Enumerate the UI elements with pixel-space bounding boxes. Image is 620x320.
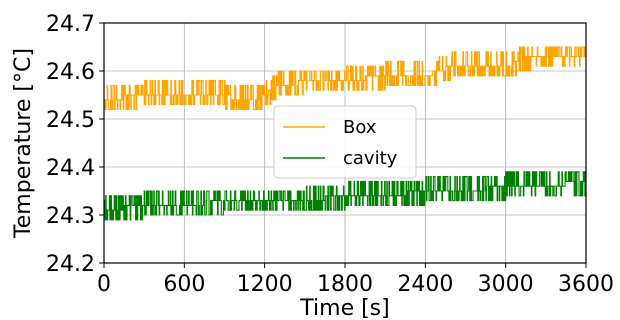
x-tick-label: 1200 [237, 272, 293, 297]
x-tick-label: 3600 [558, 272, 614, 297]
x-axis-title: Time [s] [299, 296, 389, 320]
y-tick-label: 24.7 [46, 12, 95, 37]
x-tick-label: 600 [163, 272, 205, 297]
tick-layer: 0 600 1200 1800 2400 3000 3600 24.2 24.3 24.4 24.5… [46, 12, 614, 297]
legend: Box cavity [273, 105, 417, 179]
y-tick-label: 24.6 [46, 60, 95, 85]
x-tick-label: 1800 [317, 272, 373, 297]
y-tick-label: 24.2 [46, 252, 95, 277]
legend-box [273, 105, 417, 179]
x-tick-label: 3000 [478, 272, 534, 297]
series-line-box [103, 46, 587, 110]
series-line-cavity [103, 167, 587, 221]
y-tick-label: 24.3 [46, 204, 95, 229]
legend-label-box: Box [343, 117, 377, 138]
y-axis-title: Temperature [°C] [11, 48, 36, 239]
legend-label-cavity: cavity [343, 148, 398, 169]
y-tick-label: 24.5 [46, 108, 95, 133]
y-tick-label: 24.4 [46, 156, 95, 181]
x-tick-label: 0 [97, 272, 111, 297]
series-layer [103, 46, 587, 221]
x-tick-label: 2400 [397, 272, 453, 297]
